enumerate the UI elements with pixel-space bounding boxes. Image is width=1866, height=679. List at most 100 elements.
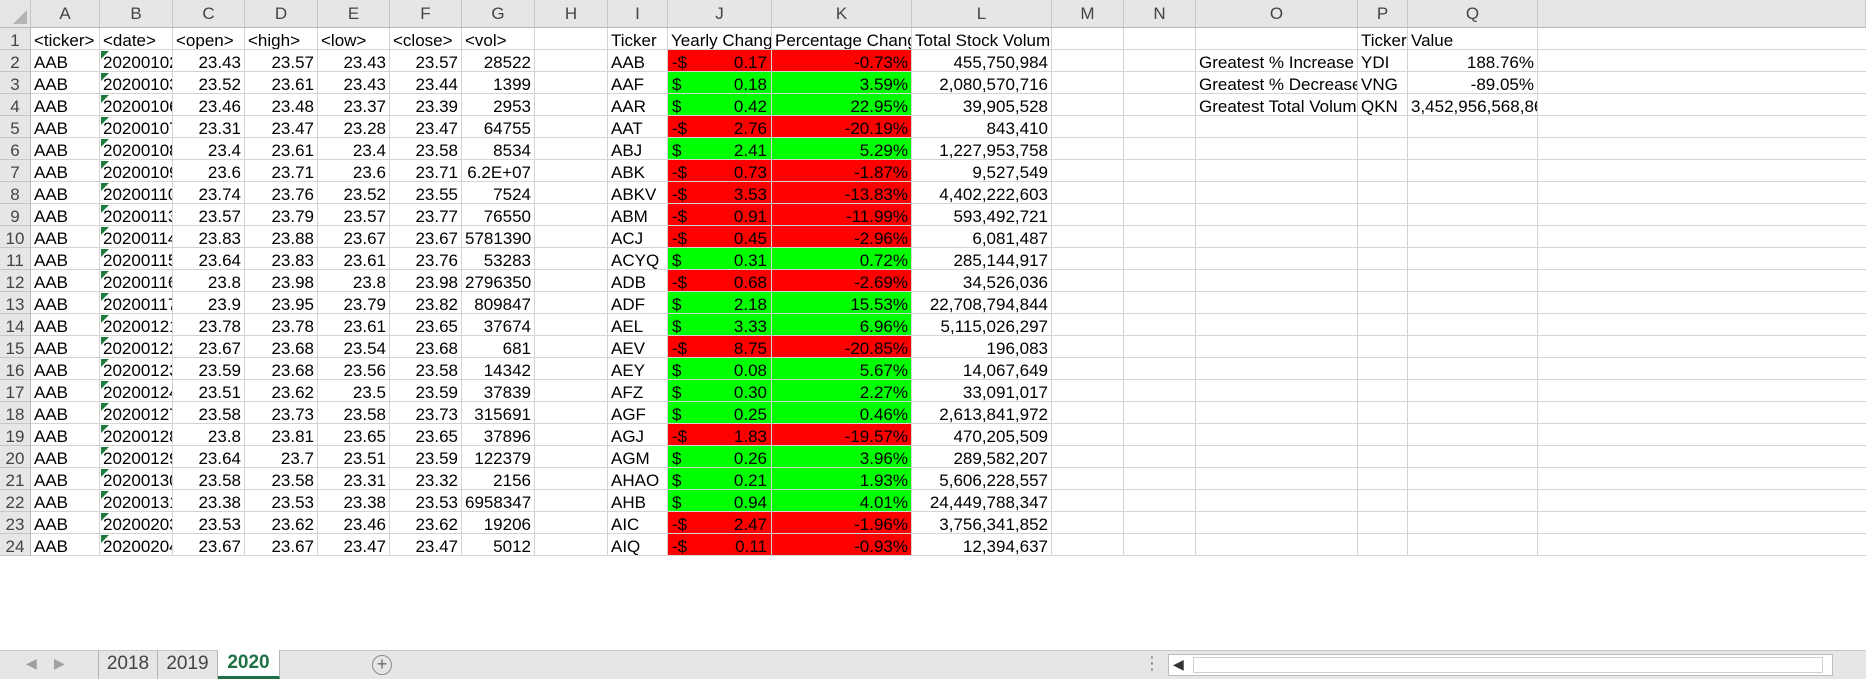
total-volume-cell[interactable]: 3,756,341,852 — [912, 512, 1052, 534]
empty-cell[interactable] — [535, 314, 608, 336]
raw-data-cell[interactable]: 76550 — [462, 204, 535, 226]
raw-data-cell[interactable]: 2796350 — [462, 270, 535, 292]
raw-data-cell[interactable]: 23.31 — [318, 468, 390, 490]
empty-cell[interactable] — [1538, 490, 1866, 512]
raw-data-cell[interactable]: 23.58 — [173, 402, 245, 424]
raw-header-cell[interactable]: <close> — [390, 28, 462, 50]
add-sheet-icon[interactable]: + — [372, 655, 392, 675]
percentage-change-cell[interactable]: 5.29% — [772, 138, 912, 160]
empty-cell[interactable] — [1538, 292, 1866, 314]
raw-data-cell[interactable]: 20200103 — [100, 72, 173, 94]
raw-data-cell[interactable]: AAB — [31, 226, 100, 248]
total-volume-cell[interactable]: 5,115,026,297 — [912, 314, 1052, 336]
empty-cell[interactable] — [1408, 380, 1538, 402]
total-volume-cell[interactable]: 1,227,953,758 — [912, 138, 1052, 160]
percentage-change-cell[interactable]: 2.27% — [772, 380, 912, 402]
empty-cell[interactable] — [535, 512, 608, 534]
empty-cell[interactable] — [1358, 490, 1408, 512]
row-header[interactable]: 9 — [0, 204, 31, 226]
raw-data-cell[interactable]: 23.43 — [318, 72, 390, 94]
raw-data-cell[interactable]: 23.58 — [318, 402, 390, 424]
raw-data-cell[interactable]: 23.78 — [245, 314, 318, 336]
column-header-q[interactable]: Q — [1408, 0, 1538, 28]
row-header[interactable]: 13 — [0, 292, 31, 314]
empty-cell[interactable] — [1358, 402, 1408, 424]
empty-cell[interactable] — [1358, 182, 1408, 204]
raw-data-cell[interactable]: 23.32 — [390, 468, 462, 490]
empty-cell[interactable] — [1124, 226, 1196, 248]
raw-data-cell[interactable]: AAB — [31, 138, 100, 160]
scroll-left-icon[interactable]: ◀ — [26, 655, 37, 671]
raw-data-cell[interactable]: 20200124 — [100, 380, 173, 402]
scrollbar-thumb[interactable] — [1193, 657, 1823, 673]
raw-data-cell[interactable]: 23.56 — [318, 358, 390, 380]
column-header-e[interactable]: E — [318, 0, 390, 28]
raw-data-cell[interactable]: 23.61 — [245, 72, 318, 94]
greatest-ticker-cell[interactable]: YDI — [1358, 50, 1408, 72]
empty-cell[interactable] — [1052, 512, 1124, 534]
raw-data-cell[interactable]: AAB — [31, 270, 100, 292]
row-header[interactable]: 10 — [0, 226, 31, 248]
empty-cell[interactable] — [1408, 336, 1538, 358]
empty-cell[interactable] — [1124, 490, 1196, 512]
yearly-change-cell[interactable]: -$ 0.11 — [668, 534, 772, 556]
raw-data-cell[interactable]: 23.61 — [245, 138, 318, 160]
empty-cell[interactable] — [1124, 204, 1196, 226]
row-header[interactable]: 7 — [0, 160, 31, 182]
total-volume-cell[interactable]: 455,750,984 — [912, 50, 1052, 72]
empty-cell[interactable] — [1408, 358, 1538, 380]
empty-cell[interactable] — [1124, 468, 1196, 490]
total-volume-cell[interactable]: 2,613,841,972 — [912, 402, 1052, 424]
total-volume-cell[interactable]: 843,410 — [912, 116, 1052, 138]
summary-ticker-cell[interactable]: AAF — [608, 72, 668, 94]
raw-data-cell[interactable]: 20200116 — [100, 270, 173, 292]
raw-data-cell[interactable]: 64755 — [462, 116, 535, 138]
empty-cell[interactable] — [1196, 160, 1358, 182]
raw-header-cell[interactable]: <ticker> — [31, 28, 100, 50]
summary-ticker-cell[interactable]: AEV — [608, 336, 668, 358]
raw-data-cell[interactable]: 23.68 — [245, 336, 318, 358]
row-header[interactable]: 23 — [0, 512, 31, 534]
raw-data-cell[interactable]: 23.76 — [390, 248, 462, 270]
empty-cell[interactable] — [1538, 402, 1866, 424]
raw-data-cell[interactable]: 20200130 — [100, 468, 173, 490]
raw-data-cell[interactable]: 23.9 — [173, 292, 245, 314]
raw-data-cell[interactable]: 23.79 — [318, 292, 390, 314]
raw-header-cell[interactable]: <low> — [318, 28, 390, 50]
column-header-c[interactable]: C — [173, 0, 245, 28]
empty-cell[interactable] — [1408, 314, 1538, 336]
empty-cell[interactable] — [535, 204, 608, 226]
greatest-value-cell[interactable]: 188.76% — [1408, 50, 1538, 72]
yearly-change-cell[interactable]: -$ 3.53 — [668, 182, 772, 204]
raw-header-cell[interactable]: <date> — [100, 28, 173, 50]
empty-cell[interactable] — [1196, 446, 1358, 468]
raw-data-cell[interactable]: 23.51 — [318, 446, 390, 468]
yearly-change-cell[interactable]: $0.31 — [668, 248, 772, 270]
raw-data-cell[interactable]: 20200115 — [100, 248, 173, 270]
yearly-change-cell[interactable]: $2.18 — [668, 292, 772, 314]
empty-cell[interactable] — [535, 468, 608, 490]
empty-cell[interactable] — [1538, 226, 1866, 248]
total-volume-cell[interactable]: 2,080,570,716 — [912, 72, 1052, 94]
percentage-change-cell[interactable]: -0.73% — [772, 50, 912, 72]
empty-cell[interactable] — [1052, 270, 1124, 292]
empty-cell[interactable] — [1408, 292, 1538, 314]
raw-data-cell[interactable]: 23.53 — [245, 490, 318, 512]
raw-data-cell[interactable]: 20200121 — [100, 314, 173, 336]
horizontal-scrollbar[interactable]: ◀ — [1168, 654, 1833, 676]
empty-cell[interactable] — [1538, 116, 1866, 138]
raw-data-cell[interactable]: 23.98 — [390, 270, 462, 292]
empty-cell[interactable] — [1052, 446, 1124, 468]
empty-cell[interactable] — [1052, 248, 1124, 270]
empty-cell[interactable] — [535, 226, 608, 248]
empty-cell[interactable] — [1358, 468, 1408, 490]
empty-cell[interactable] — [1358, 424, 1408, 446]
raw-data-cell[interactable]: 23.79 — [245, 204, 318, 226]
empty-cell[interactable] — [1124, 336, 1196, 358]
percentage-change-cell[interactable]: 15.53% — [772, 292, 912, 314]
empty-cell[interactable] — [1124, 50, 1196, 72]
empty-cell[interactable] — [1124, 270, 1196, 292]
empty-cell[interactable] — [1538, 72, 1866, 94]
raw-data-cell[interactable]: 20200122 — [100, 336, 173, 358]
empty-cell[interactable] — [1052, 226, 1124, 248]
